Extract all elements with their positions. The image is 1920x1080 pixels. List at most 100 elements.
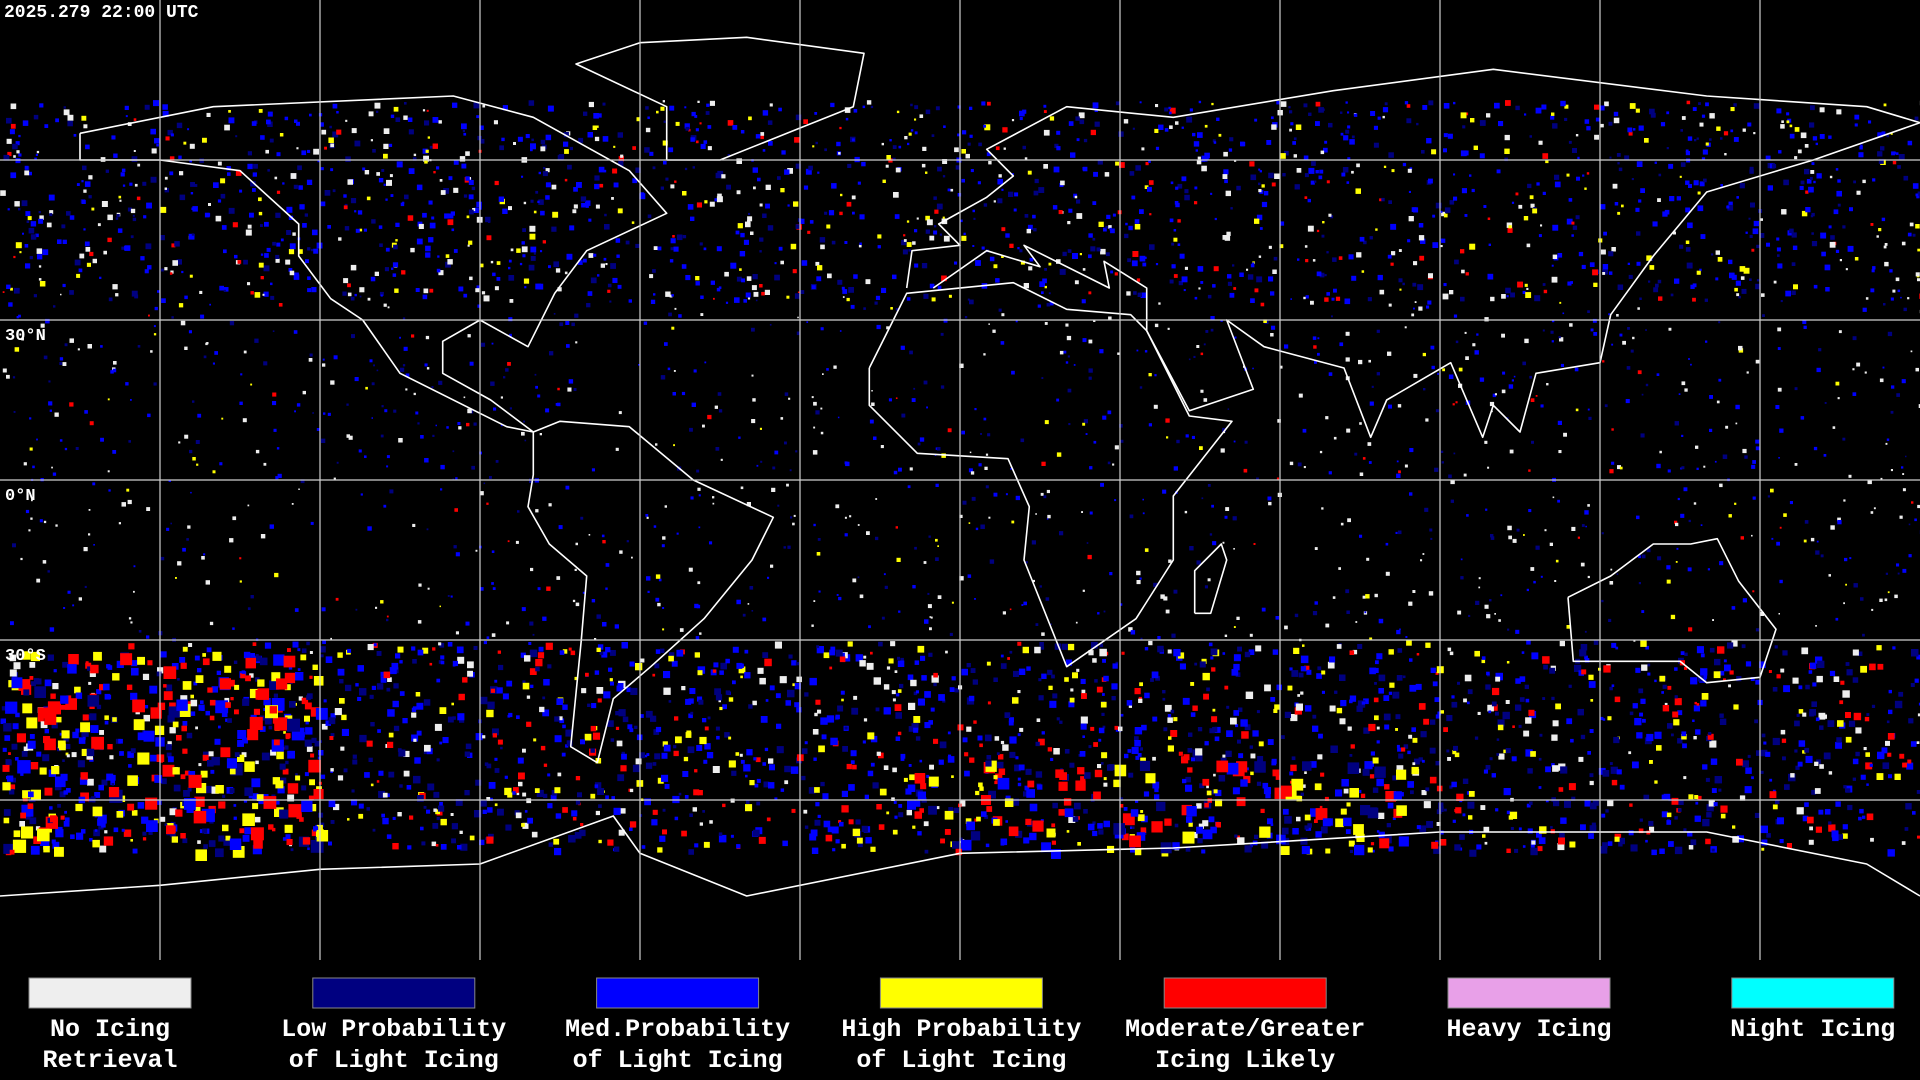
icing-pixel <box>717 392 722 396</box>
icing-pixel <box>180 320 186 326</box>
icing-pixel <box>1406 640 1412 646</box>
icing-pixel <box>262 293 265 296</box>
icing-pixel <box>1184 189 1189 194</box>
icing-pixel <box>980 524 985 529</box>
icing-pixel <box>1873 507 1876 510</box>
icing-pixel <box>182 646 188 652</box>
icing-pixel <box>276 801 280 805</box>
icing-pixel <box>494 180 499 186</box>
icing-pixel <box>570 650 576 656</box>
icing-pixel <box>1268 245 1272 249</box>
icing-pixel <box>1140 292 1147 298</box>
icing-pixel <box>564 271 568 275</box>
icing-pixel <box>585 204 589 208</box>
icing-pixel <box>1656 463 1661 469</box>
icing-pixel <box>715 172 721 179</box>
icing-pixel <box>247 607 251 610</box>
icing-pixel <box>1797 149 1802 154</box>
icing-pixel <box>1469 243 1476 250</box>
icing-pixel <box>1139 386 1143 389</box>
icing-pixel <box>783 546 786 549</box>
icing-pixel <box>1103 820 1110 828</box>
icing-pixel <box>605 795 609 800</box>
icing-pixel <box>142 181 147 186</box>
icing-pixel <box>1349 754 1353 757</box>
icing-pixel <box>18 208 21 211</box>
icing-pixel <box>524 286 527 289</box>
icing-pixel <box>1015 320 1018 323</box>
icing-pixel <box>789 469 792 472</box>
icing-pixel <box>20 772 24 776</box>
icing-pixel <box>148 314 150 317</box>
icing-pixel <box>519 262 523 266</box>
icing-pixel <box>393 683 399 689</box>
icing-pixel <box>206 213 211 217</box>
icing-pixel <box>1794 463 1798 466</box>
icing-pixel <box>1237 646 1242 652</box>
icing-pixel <box>1695 445 1699 449</box>
icing-pixel <box>1756 279 1760 282</box>
icing-pixel <box>479 138 485 144</box>
icing-pixel <box>287 648 291 652</box>
icing-pixel <box>796 707 802 713</box>
icing-pixel <box>344 226 350 231</box>
icing-pixel <box>415 411 419 415</box>
icing-pixel <box>1101 762 1104 765</box>
icing-pixel <box>343 205 348 210</box>
icing-pixel <box>1628 751 1632 755</box>
icing-pixel <box>765 184 771 190</box>
icing-pixel <box>1106 252 1110 257</box>
icing-pixel <box>1915 193 1919 197</box>
icing-pixel <box>1842 437 1846 441</box>
icing-pixel <box>258 262 264 268</box>
icing-pixel <box>1236 185 1241 191</box>
icing-pixel <box>157 800 162 805</box>
icing-pixel <box>245 675 251 682</box>
icing-pixel <box>1250 771 1254 776</box>
icing-pixel <box>319 822 325 828</box>
icing-pixel <box>1207 578 1211 582</box>
icing-pixel <box>794 702 800 708</box>
icing-pixel <box>1897 572 1900 575</box>
icing-pixel <box>1748 217 1751 220</box>
icing-pixel <box>661 752 668 759</box>
icing-pixel <box>986 806 993 812</box>
icing-pixel <box>425 252 431 258</box>
icing-pixel <box>842 296 845 298</box>
icing-pixel <box>1610 568 1613 571</box>
icing-pixel <box>199 829 204 834</box>
icing-pixel <box>119 199 122 202</box>
icing-pixel <box>795 662 799 666</box>
icing-pixel <box>848 819 854 825</box>
icing-pixel <box>596 647 601 652</box>
icing-pixel <box>1678 799 1684 805</box>
icing-pixel <box>1772 789 1776 793</box>
icing-pixel <box>671 294 674 297</box>
icing-pixel <box>1539 826 1547 834</box>
icing-pixel <box>1389 682 1395 688</box>
icing-pixel <box>1673 719 1680 726</box>
icing-pixel <box>838 820 842 824</box>
icing-pixel <box>605 587 608 590</box>
icing-pixel <box>1013 208 1017 212</box>
icing-pixel <box>596 614 601 619</box>
icing-pixel <box>1431 841 1439 849</box>
icing-pixel <box>1557 843 1565 851</box>
icing-pixel <box>645 127 651 133</box>
icing-pixel <box>750 231 754 235</box>
icing-pixel <box>722 704 727 710</box>
icing-pixel <box>1362 595 1366 599</box>
icing-pixel <box>335 597 339 601</box>
icing-pixel <box>690 711 694 715</box>
icing-pixel <box>1373 142 1379 148</box>
icing-pixel <box>1162 489 1167 494</box>
icing-pixel <box>378 225 383 229</box>
icing-pixel <box>1093 171 1098 177</box>
icing-pixel <box>71 752 77 758</box>
icing-pixel <box>957 133 960 137</box>
icing-pixel <box>1589 825 1597 832</box>
icing-pixel <box>29 734 35 739</box>
icing-pixel <box>1735 404 1740 410</box>
icing-pixel <box>865 279 871 285</box>
icing-pixel <box>1674 278 1680 284</box>
